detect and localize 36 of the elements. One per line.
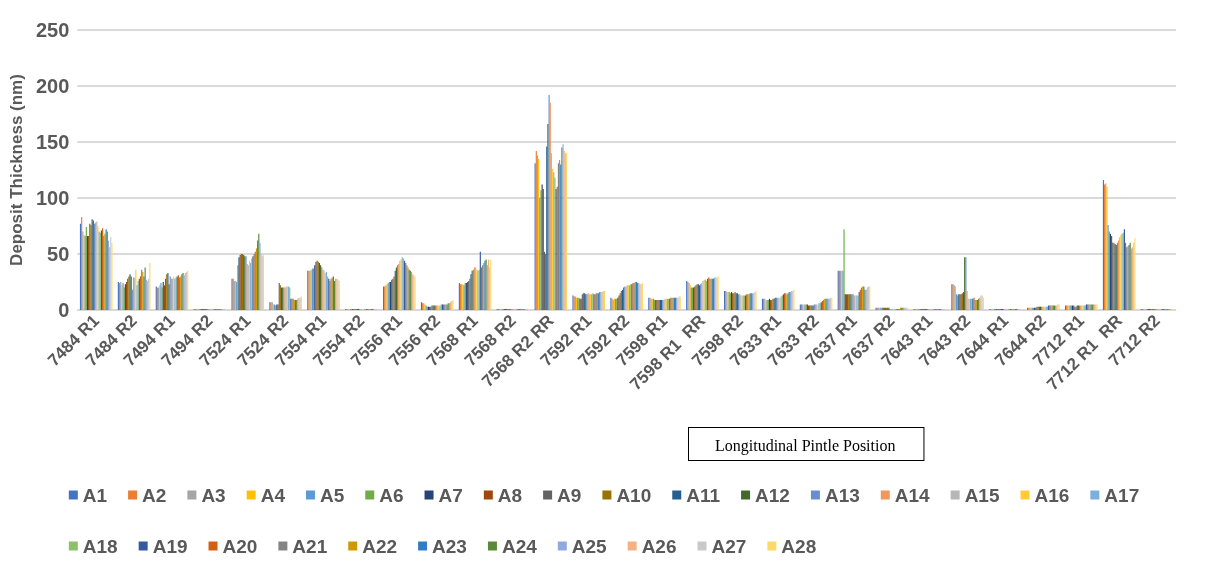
- y-tick-label: 50: [47, 243, 70, 265]
- legend-label: A16: [1034, 484, 1070, 506]
- legend-label: A4: [260, 484, 286, 506]
- legend-label: A18: [82, 535, 118, 557]
- legend-label: A14: [894, 484, 931, 506]
- y-tick-label: 250: [35, 19, 70, 41]
- legend-label: A8: [497, 484, 523, 506]
- legend-label: A23: [432, 535, 467, 557]
- legend-label: A20: [222, 535, 258, 557]
- legend-label: A27: [711, 535, 747, 557]
- legend-label: A7: [438, 484, 463, 506]
- legend-label: A3: [201, 484, 226, 506]
- x-axis-title: Longitudinal Pintle Position: [715, 436, 896, 455]
- y-axis-title: Deposit Thickness (nm): [7, 74, 26, 266]
- y-tick-label: 150: [35, 131, 70, 153]
- legend-label: A11: [686, 484, 721, 506]
- legend-label: A10: [616, 484, 652, 506]
- legend-label: A24: [501, 535, 538, 557]
- legend-label: A17: [1104, 484, 1140, 506]
- legend-label: A25: [571, 535, 608, 557]
- legend-label: A26: [641, 535, 677, 557]
- legend-label: A1: [82, 484, 108, 506]
- legend-label: A13: [824, 484, 860, 506]
- legend-label: A12: [755, 484, 790, 506]
- legend-label: A19: [152, 535, 188, 557]
- y-tick-label: 200: [35, 75, 70, 97]
- y-tick-label: 100: [35, 187, 70, 209]
- legend-label: A9: [557, 484, 582, 506]
- legend-label: A28: [781, 535, 817, 557]
- legend-label: A5: [319, 484, 345, 506]
- legend-label: A22: [362, 535, 398, 557]
- y-tick-label: 0: [58, 299, 70, 321]
- legend-label: A15: [964, 484, 1000, 506]
- legend-label: A6: [379, 484, 404, 506]
- legend-label: A21: [292, 535, 328, 557]
- legend-label: A2: [142, 484, 167, 506]
